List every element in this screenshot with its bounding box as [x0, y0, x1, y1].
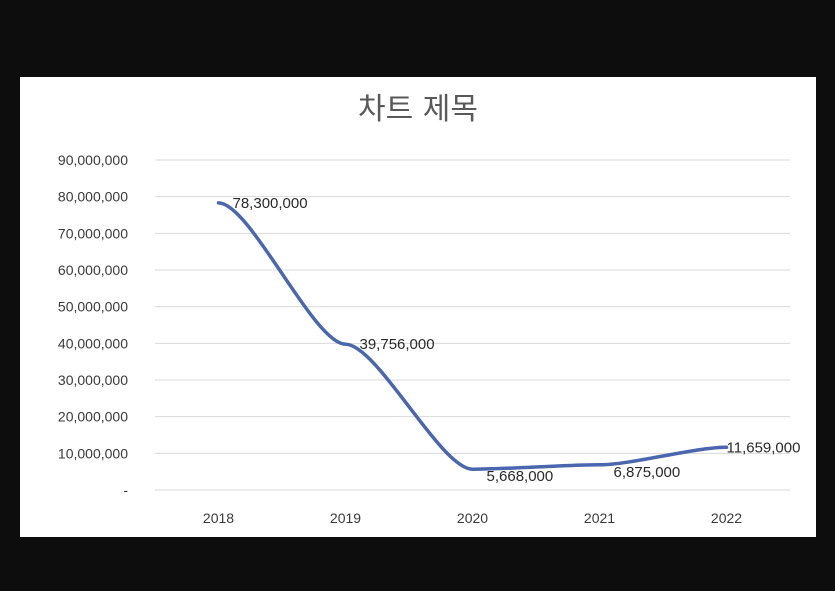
y-tick-label: 70,000,000 [58, 225, 128, 241]
line-chart: 차트 제목 - 10,000,000 20,000,000 30,000,000 40,… [58, 92, 801, 526]
data-point [725, 445, 728, 449]
data-label: 11,659,000 [727, 439, 801, 456]
data-label: 39,756,000 [360, 336, 435, 353]
y-tick-label: 20,000,000 [58, 409, 128, 425]
y-tick-label: 60,000,000 [58, 262, 128, 278]
y-tick-label: - [123, 482, 128, 498]
y-tick-label: 80,000,000 [58, 189, 128, 205]
data-label: 6,875,000 [614, 464, 681, 481]
data-point [344, 342, 347, 346]
x-tick-label: 2019 [330, 510, 361, 526]
data-point [217, 201, 220, 205]
x-tick-label: 2020 [457, 510, 488, 526]
data-label: 78,300,000 [233, 195, 308, 212]
gridlines [155, 159, 790, 491]
data-point [598, 463, 601, 467]
y-tick-label: 50,000,000 [58, 299, 128, 315]
y-axis-ticks: - 10,000,000 20,000,000 30,000,000 40,000,00… [58, 152, 128, 498]
data-labels: 78,300,000 39,756,000 5,668,000 6,875,000 11… [233, 195, 801, 485]
y-tick-label: 30,000,000 [58, 372, 128, 388]
y-tick-label: 10,000,000 [58, 445, 128, 461]
series-line-group [216, 201, 729, 471]
data-label: 5,668,000 [487, 468, 554, 485]
x-axis-ticks: 2018 2019 2020 2021 2022 [203, 510, 742, 526]
chart-panel: 차트 제목 - 10,000,000 20,000,000 30,000,000 40,… [20, 77, 816, 537]
series-line [216, 201, 729, 471]
x-tick-label: 2022 [711, 510, 742, 526]
x-tick-label: 2018 [203, 510, 234, 526]
y-tick-label: 40,000,000 [58, 335, 128, 351]
x-tick-label: 2021 [584, 510, 615, 526]
y-tick-label: 90,000,000 [58, 152, 128, 168]
data-point [471, 467, 474, 471]
chart-title: 차트 제목 [358, 92, 478, 127]
